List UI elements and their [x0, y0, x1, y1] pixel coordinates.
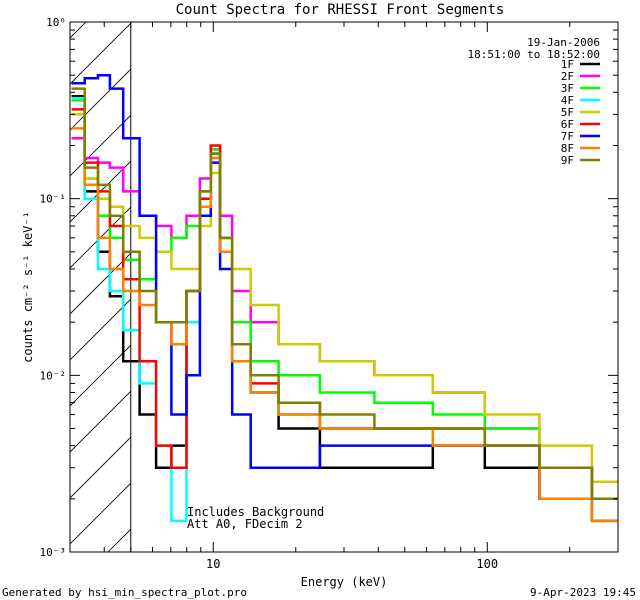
legend-label: 2F	[561, 70, 574, 83]
legend-label: 7F	[561, 130, 574, 143]
series-line-7F	[71, 73, 618, 501]
timestamp-footer: 9-Apr-2023 19:45	[530, 586, 636, 599]
y-tick-label: 10⁻²	[40, 369, 67, 382]
legend-label: 6F	[561, 118, 574, 131]
hatch-line	[70, 252, 131, 315]
x-tick-label: 100	[476, 557, 498, 571]
x-tick-label: 10	[206, 557, 220, 571]
hatch-line	[70, 298, 131, 361]
series-lines	[71, 73, 618, 523]
y-axis-label: counts cm⁻² s⁻¹ keV⁻¹	[21, 211, 35, 363]
background-hatch-region	[0, 0, 131, 552]
legend-label: 5F	[561, 106, 574, 119]
y-tick-label: 10⁻³	[40, 546, 67, 559]
hatch-line	[0, 0, 70, 552]
hatch-line	[70, 206, 131, 269]
legend-label: 3F	[561, 82, 574, 95]
series-line-8F	[71, 127, 618, 523]
hatch-line	[70, 160, 131, 223]
date-label: 19-Jan-2006	[527, 36, 600, 49]
generated-by-footer: Generated by hsi_min_spectra_plot.pro	[2, 586, 247, 599]
y-tick-label: 10⁰	[46, 16, 66, 29]
series-line-9F	[71, 87, 618, 501]
hatch-line	[70, 482, 131, 545]
legend-label: 4F	[561, 94, 574, 107]
y-tick-label: 10⁻¹	[40, 193, 67, 206]
hatch-line	[70, 436, 131, 499]
legend-label: 1F	[561, 58, 574, 71]
time-range-label: 18:51:00 to 18:52:00	[468, 48, 600, 61]
plot-frame	[69, 21, 619, 553]
series-line-5F	[71, 113, 618, 483]
chart-title: Count Spectra for RHESSI Front Segments	[176, 2, 505, 18]
legend-label: 9F	[561, 154, 574, 167]
hatch-line	[70, 114, 131, 177]
annotation-attenuator-decimation: Att A0, FDecim 2	[187, 517, 303, 531]
series-line-3F	[71, 99, 618, 501]
legend-label: 8F	[561, 142, 574, 155]
axes: 10 100 10⁻³ 10⁻² 10⁻¹ 10⁰	[40, 16, 619, 571]
x-axis-label: Energy (keV)	[301, 575, 388, 589]
hatch-line	[70, 68, 131, 131]
series-line-4F	[71, 97, 618, 523]
series-line-1F	[71, 94, 618, 523]
annotation-includes-background: Includes Background	[187, 505, 324, 519]
